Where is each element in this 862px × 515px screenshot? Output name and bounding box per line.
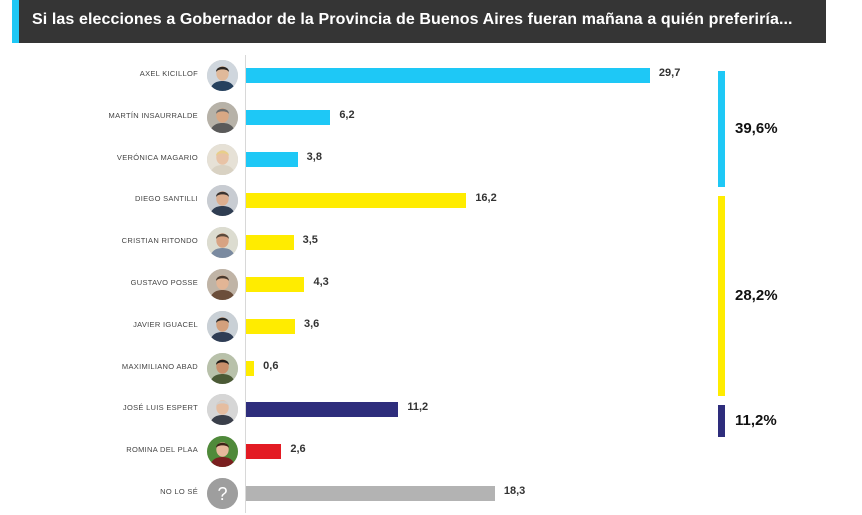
- bar: [246, 444, 282, 460]
- candidate-avatar: [207, 436, 238, 468]
- bar-value-label: 0,6: [263, 359, 279, 372]
- candidate-name-label: CRISTIAN RITONDO: [121, 236, 198, 246]
- bar-value-label: 16,2: [475, 192, 497, 205]
- bar: [246, 109, 331, 125]
- svg-text:?: ?: [217, 484, 227, 504]
- candidate-avatar: [207, 60, 238, 91]
- bar-row: GUSTAVO POSSE 4,3: [0, 264, 862, 306]
- candidate-name-label: ROMINA DEL PLAA: [126, 445, 198, 455]
- group-bracket: [718, 196, 725, 396]
- bar-value-label: 2,6: [290, 443, 306, 456]
- bar: [246, 68, 650, 83]
- bar-row: VERÓNICA MAGARIO 3,8: [0, 139, 862, 181]
- bar-row: JAVIER IGUACEL 3,6: [0, 306, 862, 348]
- bar: [246, 235, 294, 251]
- chart-title-bar: Si las elecciones a Gobernador de la Pro…: [12, 0, 826, 43]
- candidate-avatar: [207, 101, 238, 133]
- candidate-name-label: MARTÍN INSAURRALDE: [108, 110, 198, 120]
- candidate-avatar: [207, 269, 238, 300]
- bar-row: JOSÉ LUIS ESPERT 11,2: [0, 389, 862, 431]
- group-bracket: [718, 405, 725, 438]
- bar-value-label: 29,7: [658, 67, 681, 79]
- candidate-name-label: GUSTAVO POSSE: [130, 278, 198, 287]
- bar: [246, 151, 298, 167]
- bar-value-label: 3,5: [302, 234, 318, 247]
- bar: [246, 360, 255, 376]
- candidate-name-label: JOSÉ LUIS ESPERT: [122, 403, 198, 413]
- title-accent-stripe: [12, 0, 19, 43]
- bar-value-label: 3,6: [303, 317, 320, 330]
- bar-value-label: 18,3: [503, 485, 526, 497]
- bar-row: CRISTIAN RITONDO 3,5: [0, 222, 862, 264]
- bar: [246, 318, 295, 334]
- candidate-name-label: MAXIMILIANO ABAD: [121, 361, 198, 371]
- candidate-avatar: [207, 394, 238, 426]
- bar-row: ROMINA DEL PLAA 2,6: [0, 431, 862, 473]
- candidate-avatar: [207, 352, 238, 384]
- bar-row: DIEGO SANTILLI 16,2: [0, 180, 862, 222]
- candidate-name-label: VERÓNICA MAGARIO: [116, 152, 198, 162]
- bar: [246, 402, 399, 418]
- bar-row: AXEL KICILLOF 29,7: [0, 55, 862, 97]
- chart-title: Si las elecciones a Gobernador de la Pro…: [32, 11, 793, 28]
- bar: [246, 486, 495, 501]
- group-total-label: 39,6%: [735, 119, 778, 137]
- bar: [246, 277, 305, 292]
- candidate-name-label: AXEL KICILLOF: [139, 69, 198, 78]
- candidate-name-label: DIEGO SANTILLI: [135, 194, 198, 204]
- group-total-label: 11,2%: [735, 412, 777, 430]
- group-total-label: 28,2%: [735, 287, 778, 304]
- chart-baseline-axis: [245, 55, 246, 513]
- candidate-name-label: NO LO SÉ: [160, 487, 198, 496]
- bar-row: NO LO SÉ? 18,3: [0, 473, 862, 515]
- bar-value-label: 11,2: [407, 401, 429, 414]
- bar-row: MAXIMILIANO ABAD 0,6: [0, 348, 862, 390]
- candidate-name-label: JAVIER IGUACEL: [133, 319, 198, 329]
- candidate-avatar: [207, 227, 238, 259]
- question-mark-icon: ?: [207, 478, 238, 509]
- bar-value-label: 4,3: [313, 276, 329, 288]
- bar: [246, 193, 467, 209]
- candidate-avatar: [207, 310, 238, 342]
- candidate-avatar: [207, 185, 238, 217]
- bar-value-label: 6,2: [339, 108, 355, 121]
- candidate-avatar: [207, 143, 238, 175]
- group-bracket: [718, 71, 725, 187]
- bar-value-label: 3,8: [306, 150, 322, 163]
- bar-row: MARTÍN INSAURRALDE 6,2: [0, 97, 862, 139]
